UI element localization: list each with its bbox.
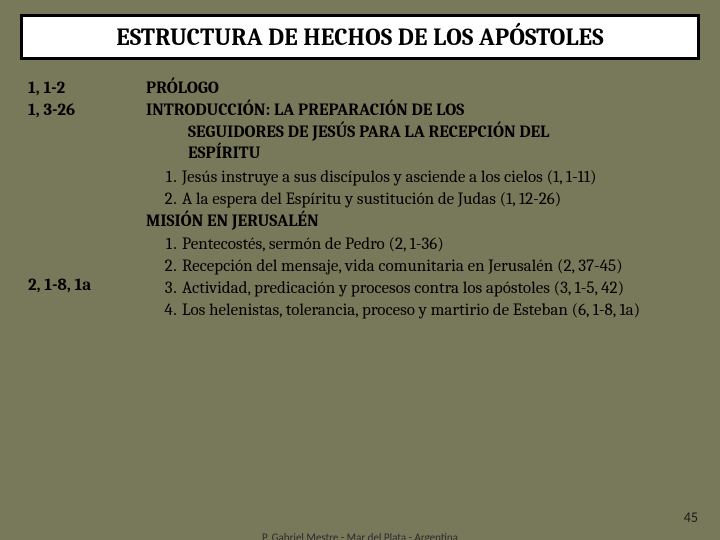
ref-1b: 1, 3-26 (28, 100, 146, 122)
reference-column: 1, 1-2 1, 3-26 2, 1-8, 1a (28, 78, 146, 321)
list-item: Los helenistas, tolerancia, proceso y ma… (180, 300, 692, 322)
ref-1a: 1, 1-2 (28, 78, 146, 100)
section-2: MISIÓN EN JERUSALÉN Pentecostés, sermón … (146, 211, 692, 322)
list-item: Pentecostés, sermón de Pedro (2, 1-36) (180, 234, 692, 256)
intro-line-1: INTRODUCCIÓN: LA PREPARACIÓN DE LOS (146, 100, 692, 122)
intro-line-3: ESPÍRITU (146, 143, 692, 165)
list-item: Actividad, predicación y procesos contra… (180, 278, 692, 300)
page-number: 45 (684, 509, 698, 526)
list-item: Recepción del mensaje, vida comunitaria … (180, 256, 692, 278)
section-2-heading: MISIÓN EN JERUSALÉN (146, 211, 692, 233)
content-area: 1, 1-2 1, 3-26 2, 1-8, 1a PRÓLOGO INTROD… (0, 60, 720, 321)
footer-text: P. Gabriel Mestre - Mar del Plata - Arge… (0, 531, 720, 540)
slide-title: ESTRUCTURA DE HECHOS DE LOS APÓSTOLES (33, 23, 687, 51)
ref-2: 2, 1-8, 1a (28, 275, 146, 297)
prologo-heading: PRÓLOGO (146, 78, 692, 100)
section-2-list: Pentecostés, sermón de Pedro (2, 1-36) R… (146, 234, 692, 321)
section-1: PRÓLOGO INTRODUCCIÓN: LA PREPARACIÓN DE … (146, 78, 692, 211)
list-item: Jesús instruye a sus discípulos y ascien… (180, 167, 692, 189)
section-1-list: Jesús instruye a sus discípulos y ascien… (146, 167, 692, 211)
intro-line-2: SEGUIDORES DE JESÚS PARA LA RECEPCIÓN DE… (146, 122, 692, 144)
list-item: A la espera del Espíritu y sustitución d… (180, 189, 692, 211)
title-box: ESTRUCTURA DE HECHOS DE LOS APÓSTOLES (20, 14, 700, 60)
body-column: PRÓLOGO INTRODUCCIÓN: LA PREPARACIÓN DE … (146, 78, 692, 321)
